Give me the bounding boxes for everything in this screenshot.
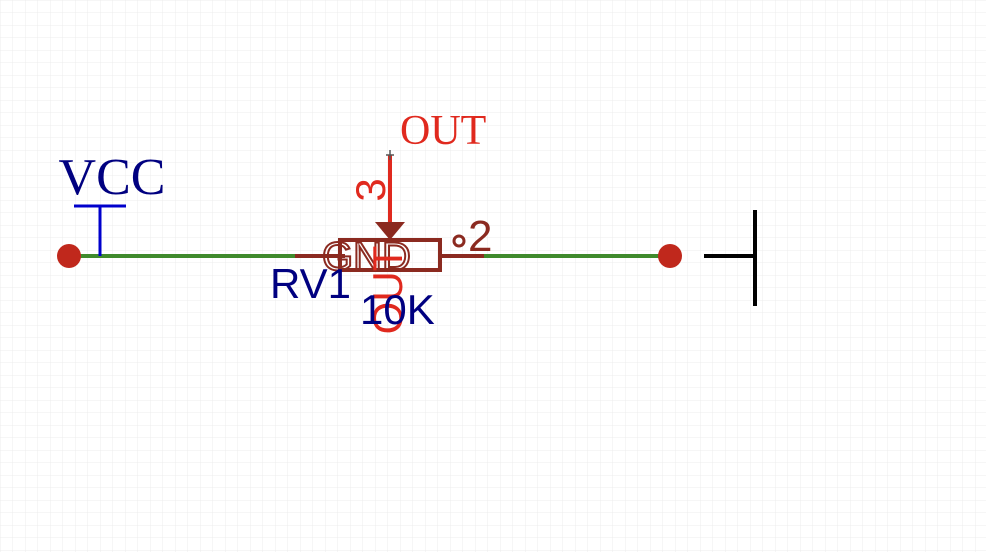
- net-label-out[interactable]: OUT: [400, 108, 486, 154]
- designator-label: RV1: [270, 260, 351, 307]
- junction-right[interactable]: [658, 244, 682, 268]
- pin3-number: 3: [347, 178, 394, 201]
- pin-left-name: GND: [322, 235, 411, 279]
- pin2-dot-icon: [452, 234, 466, 248]
- wiper-arrow-icon: [375, 222, 405, 240]
- junction-left[interactable]: [57, 244, 81, 268]
- potentiometer-rv1[interactable]: 2 GND 3 OUT RV1 10K: [270, 150, 492, 334]
- value-label: 10K: [360, 286, 435, 333]
- pin-wiper-name: OUT: [364, 246, 411, 335]
- pin2-number: 2: [468, 212, 492, 261]
- vcc-label: VCC: [59, 149, 166, 206]
- ground-symbol[interactable]: [704, 210, 757, 306]
- vcc-power-symbol[interactable]: VCC: [59, 149, 166, 256]
